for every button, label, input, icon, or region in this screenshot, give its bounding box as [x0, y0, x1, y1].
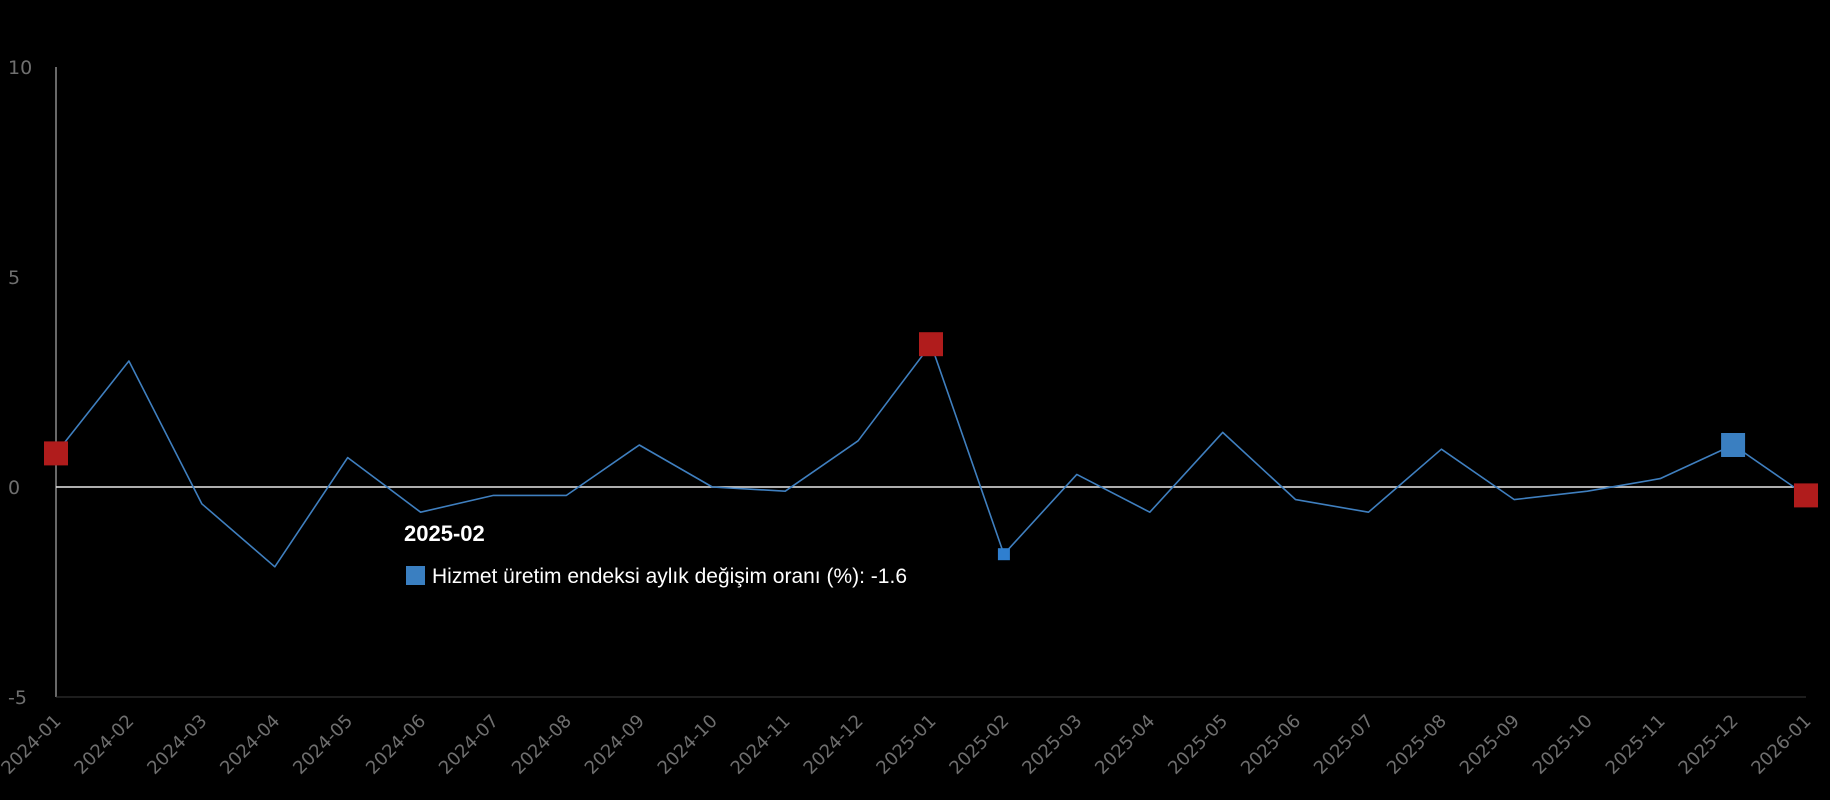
- x-tick-label: 2025-04: [1091, 711, 1159, 779]
- tooltip-title: 2025-02: [404, 521, 485, 546]
- extreme-point-marker: [1794, 483, 1818, 508]
- extreme-point-marker: [919, 332, 943, 357]
- x-tick-label: 2024-10: [654, 711, 722, 779]
- x-tick-label: 2025-01: [872, 711, 940, 779]
- x-tick-label: 2024-11: [727, 711, 795, 779]
- hovered-point-marker: [997, 548, 1010, 561]
- y-tick-label: -5: [8, 687, 27, 709]
- x-tick-label: 2025-09: [1456, 711, 1524, 779]
- x-tick-label: 2024-05: [289, 711, 357, 779]
- x-tick-label: 2024-03: [143, 711, 211, 779]
- x-tick-label: 2025-10: [1529, 711, 1597, 779]
- x-tick-label: 2025-03: [1018, 711, 1086, 779]
- tooltip-series-swatch: [406, 566, 425, 585]
- x-tick-label: 2025-12: [1675, 711, 1743, 779]
- series-layer: [55, 343, 1807, 568]
- marker-layer: [44, 332, 1818, 561]
- y-tick-label: 5: [8, 267, 20, 289]
- series-line: [55, 343, 1807, 568]
- tooltip-value-label: Hizmet üretim endeksi aylık değişim oran…: [432, 565, 907, 588]
- x-tick-label: 2024-04: [216, 711, 284, 779]
- x-tick-label: 2024-07: [435, 711, 503, 779]
- x-tick-label: 2024-01: [0, 711, 66, 779]
- selected-point-marker: [1721, 433, 1746, 457]
- y-tick-label: 10: [8, 57, 32, 79]
- x-tick-label: 2024-08: [508, 711, 576, 779]
- y-tick-label: 0: [8, 477, 20, 499]
- extreme-point-marker: [44, 441, 68, 466]
- x-tick-label: 2024-06: [362, 711, 430, 779]
- x-tick-label: 2026-01: [1747, 711, 1815, 779]
- tooltip: 2025-02 Hizmet üretim endeksi aylık deği…: [404, 521, 907, 588]
- x-tick-label: 2024-02: [70, 711, 138, 779]
- x-tick-label: 2024-12: [800, 711, 868, 779]
- x-tick-label: 2025-05: [1164, 711, 1232, 779]
- x-tick-label: 2025-11: [1602, 711, 1670, 779]
- x-tick-label: 2025-08: [1383, 711, 1451, 779]
- x-tick-label: 2024-09: [581, 711, 649, 779]
- x-tick-label: 2025-07: [1310, 711, 1378, 779]
- x-tick-label: 2025-06: [1237, 711, 1305, 779]
- x-tick-label: 2025-02: [945, 711, 1013, 779]
